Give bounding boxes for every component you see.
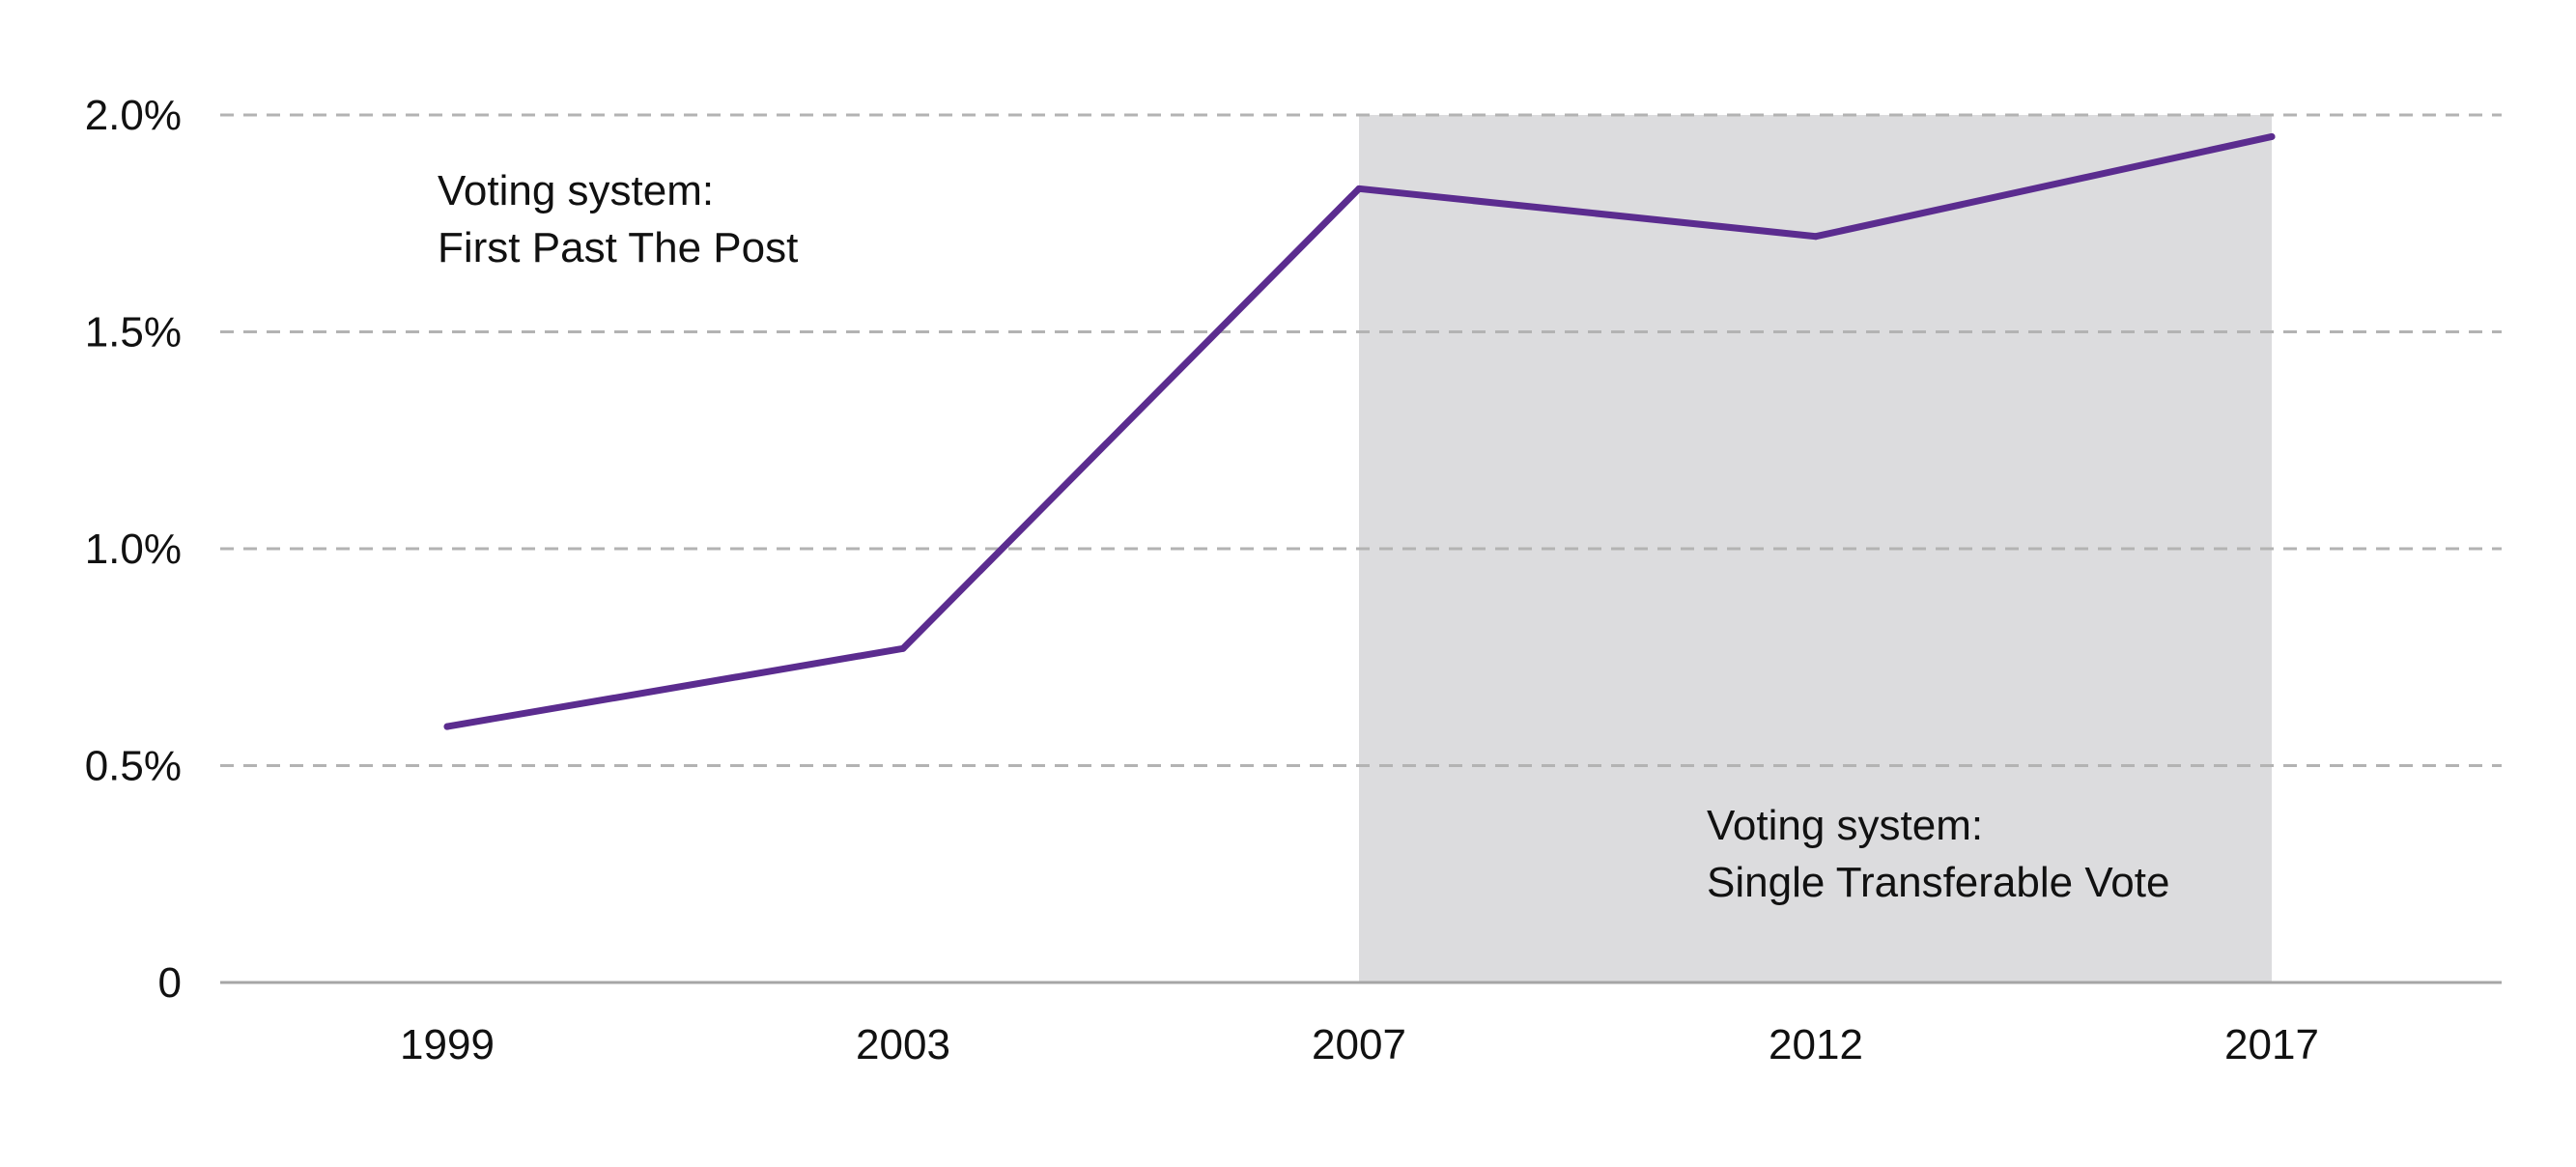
annotation-fptp-line-1: Voting system: (438, 167, 714, 214)
data-point-2017 (2268, 132, 2276, 140)
annotation-stv-line-2: Single Transferable Vote (1707, 859, 2169, 906)
x-tick-label: 2017 (2224, 1021, 2319, 1068)
x-tick-label: 2007 (1312, 1021, 1406, 1068)
y-tick-label: 1.0% (85, 526, 182, 573)
annotation-fptp-line-2: First Past The Post (438, 224, 798, 271)
x-tick-label: 2003 (856, 1021, 950, 1068)
data-point-2012 (1812, 233, 1820, 241)
y-tick-label: 0.5% (85, 743, 182, 790)
x-tick-label: 2012 (1769, 1021, 1863, 1068)
x-tick-labels: 1999 2003 2007 2012 2017 (400, 1021, 2319, 1068)
y-grid (220, 113, 2502, 767)
series-group (443, 132, 2276, 730)
x-tick-label: 1999 (400, 1021, 495, 1068)
stv-shaded-region (1359, 115, 2272, 982)
data-point-2007 (1355, 185, 1363, 192)
data-point-2003 (899, 644, 907, 652)
y-tick-label: 2.0% (85, 92, 182, 139)
annotation-stv-line-1: Voting system: (1707, 802, 1983, 849)
y-tick-label: 0 (158, 959, 182, 1007)
data-point-1999 (443, 723, 451, 730)
annotation-fptp: Voting system: First Past The Post (438, 167, 798, 271)
y-tick-label: 1.5% (85, 309, 182, 356)
annotation-stv: Voting system: Single Transferable Vote (1707, 802, 2169, 906)
y-tick-labels: 0 0.5% 1.0% 1.5% 2.0% (85, 92, 182, 1007)
